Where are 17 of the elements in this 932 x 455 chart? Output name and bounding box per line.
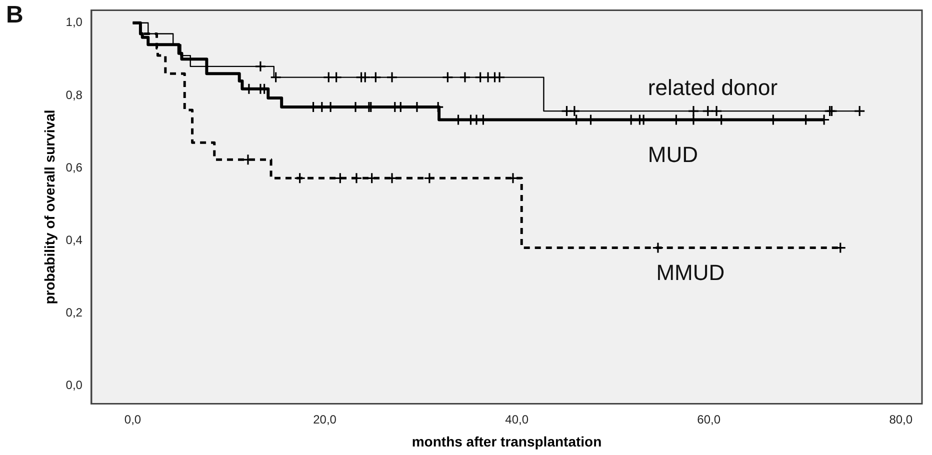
x-axis-title: months after transplantation — [412, 433, 602, 450]
y-tick-label: 0,4 — [66, 232, 83, 247]
y-tick-label: 0,6 — [66, 160, 83, 174]
y-tick-label: 0,8 — [66, 88, 83, 102]
x-tick-label: 80,0 — [889, 412, 913, 426]
series-label: related donor — [648, 74, 778, 100]
x-tick-label: 20,0 — [313, 412, 337, 426]
y-tick-label: 1,0 — [66, 15, 83, 30]
y-axis-title: probability of overall survival — [41, 110, 58, 304]
y-tick-label: 0,0 — [66, 378, 83, 392]
text: B — [6, 2, 24, 29]
x-tick-label: 40,0 — [505, 412, 529, 426]
x-tick-label: 60,0 — [697, 412, 721, 426]
x-tick-label: 0,0 — [124, 412, 142, 426]
series-label: MMUD — [656, 260, 725, 285]
series-label: MUD — [648, 142, 698, 167]
y-tick-label: 0,2 — [66, 305, 83, 320]
